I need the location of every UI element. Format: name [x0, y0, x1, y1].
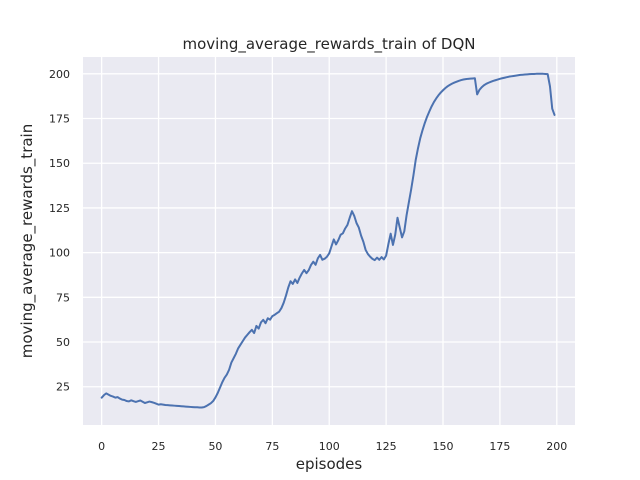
x-tick-label: 175: [489, 440, 510, 453]
y-tick-label: 150: [49, 157, 70, 170]
y-tick-label: 100: [49, 247, 70, 260]
x-tick-label: 25: [152, 440, 166, 453]
x-axis-label: episodes: [295, 455, 363, 473]
chart-title: moving_average_rewards_train of DQN: [182, 35, 476, 53]
x-tick-label: 0: [98, 440, 105, 453]
y-tick-label: 75: [56, 291, 70, 304]
y-tick-label: 50: [56, 336, 70, 349]
x-tick-label: 150: [433, 440, 454, 453]
y-tick-label: 175: [49, 113, 70, 126]
x-tick-label: 75: [265, 440, 279, 453]
x-tick-label: 125: [376, 440, 397, 453]
y-tick-label: 200: [49, 68, 70, 81]
x-tick-label: 100: [319, 440, 340, 453]
x-tick-label: 50: [208, 440, 222, 453]
y-tick-label: 25: [56, 381, 70, 394]
y-tick-label: 125: [49, 202, 70, 215]
y-axis-label-text: moving_average_rewards_train: [18, 123, 36, 359]
data-line: [100, 72, 556, 409]
x-tick-label: 200: [546, 440, 567, 453]
